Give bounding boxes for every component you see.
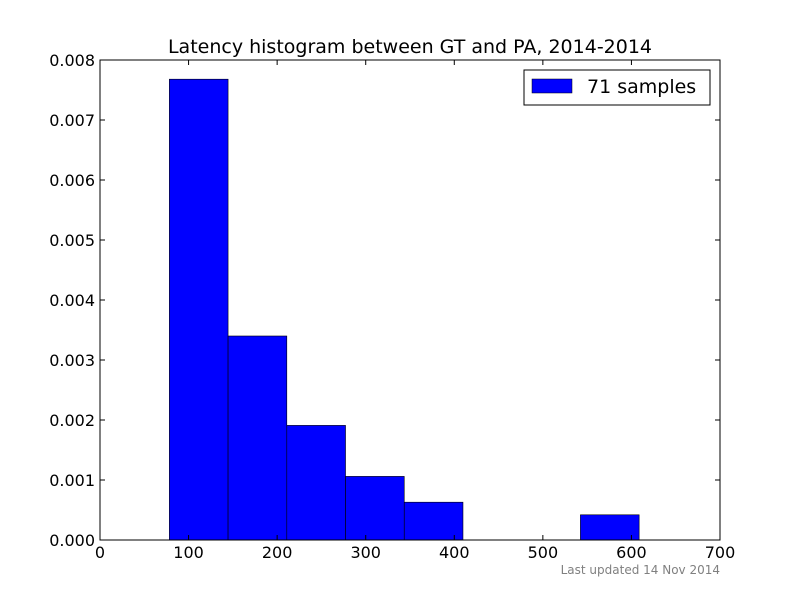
y-tick-label-6: 0.006 (49, 171, 95, 190)
y-tick-label-2: 0.002 (49, 411, 95, 430)
y-tick-label-1: 0.001 (49, 471, 95, 490)
x-tick-label-0: 0 (95, 543, 105, 562)
y-tick-label-0: 0.000 (49, 531, 95, 550)
y-tick-label-8: 0.008 (49, 51, 95, 70)
y-tick-label-3: 0.003 (49, 351, 95, 370)
x-tick-label-2: 200 (262, 543, 293, 562)
x-axis: 0 100 200 300 400 500 600 700 (95, 60, 735, 562)
x-tick-label-7: 700 (705, 543, 736, 562)
histogram-bar-4 (403, 501, 464, 541)
histogram-bar-3 (345, 476, 405, 541)
y-tick-label-5: 0.005 (49, 231, 95, 250)
x-tick-label-4: 400 (439, 543, 470, 562)
chart-title: Latency histogram between GT and PA, 201… (168, 36, 652, 58)
histogram-bar-7 (580, 514, 640, 541)
y-axis: 0.000 0.001 0.002 0.003 0.004 0.005 0.006 0.007… (49, 51, 720, 550)
bars-group (169, 78, 640, 541)
histogram-bar-1 (227, 335, 288, 541)
x-tick-label-3: 300 (350, 543, 381, 562)
x-tick-label-1: 100 (173, 543, 204, 562)
y-tick-label-7: 0.007 (49, 111, 95, 130)
y-tick-label-4: 0.004 (49, 291, 95, 310)
last-updated-note: Last updated 14 Nov 2014 (561, 563, 720, 577)
histogram-bar-0 (169, 78, 229, 541)
legend-label: 71 samples (587, 76, 696, 98)
x-tick-label-6: 600 (616, 543, 647, 562)
x-tick-label-5: 500 (528, 543, 559, 562)
legend: 71 samples (523, 69, 711, 106)
legend-swatch (531, 78, 573, 94)
histogram-bar-2 (286, 425, 346, 541)
